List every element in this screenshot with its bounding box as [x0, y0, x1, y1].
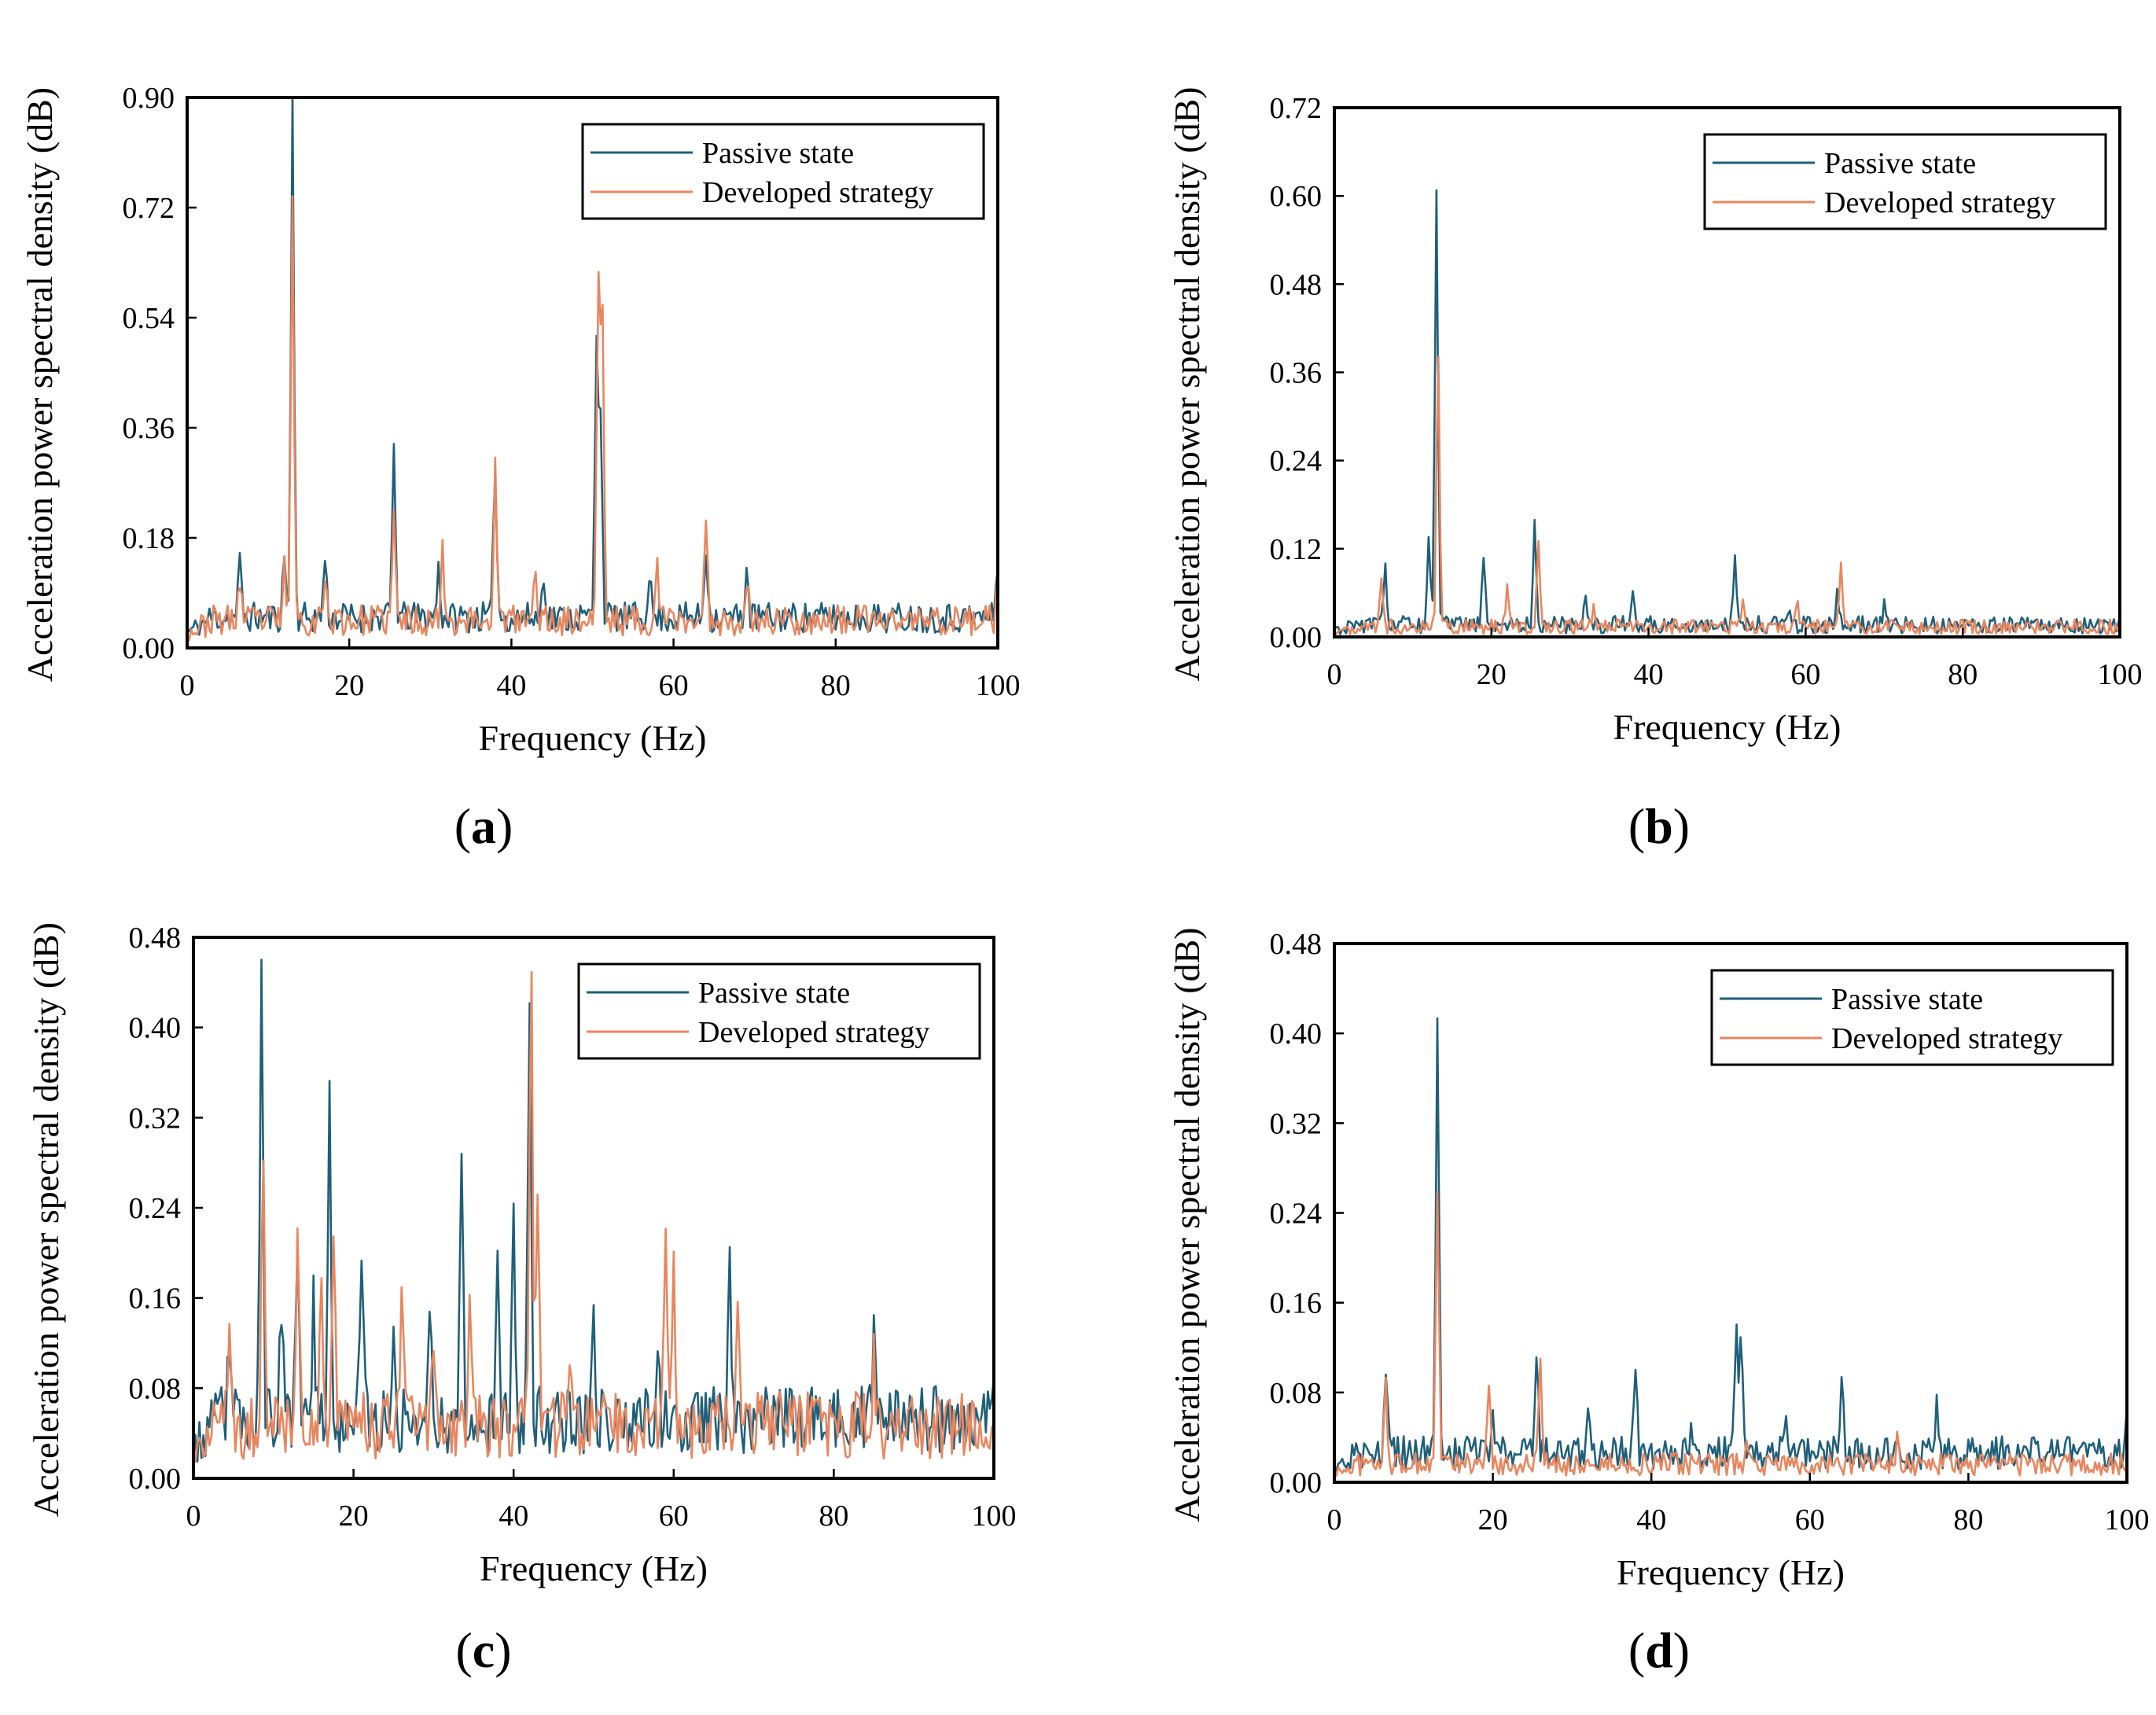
y-tick-label: 0.08: [1270, 1377, 1323, 1410]
x-tick-label: 80: [819, 1500, 848, 1533]
series-line-developed: [187, 195, 998, 642]
x-tick-label: 60: [659, 669, 689, 702]
legend-box: [1710, 969, 2114, 1066]
legend-label-passive: Passive state: [702, 137, 854, 170]
chart-panel-b: 0.00 0.12 0.24 0.36 0.48 0.60 0.72 0 20 40 60 80 100…: [1167, 86, 2143, 854]
series-line-passive: [187, 98, 998, 636]
x-axis-label: Frequency (Hz): [1613, 707, 1841, 747]
y-tick-label: 0.00: [1270, 1467, 1323, 1500]
x-tick-label: 80: [1953, 1503, 1983, 1537]
x-tick-label: 20: [1477, 658, 1507, 691]
y-tick-label: 0.32: [129, 1102, 182, 1135]
x-tick-label: 40: [1636, 1503, 1666, 1537]
series-line-passive: [1334, 1017, 2127, 1472]
chart-panel-d: 0.00 0.08 0.16 0.24 0.32 0.40 0.48 0 20 40 60 80 100…: [1167, 927, 2150, 1678]
x-axis-label: Frequency (Hz): [480, 1548, 708, 1588]
legend-box: [1703, 133, 2107, 230]
x-tick-label: 0: [180, 669, 195, 702]
x-axis-label: Frequency (Hz): [1617, 1552, 1845, 1592]
y-tick-label: 0.08: [129, 1372, 182, 1405]
y-tick-label: 0.48: [129, 922, 182, 955]
y-tick-label: 0.16: [1270, 1287, 1323, 1320]
y-tick-label: 0.18: [123, 522, 175, 555]
legend-label-developed: Developed strategy: [1831, 1022, 2062, 1055]
x-tick-label: 40: [499, 1500, 528, 1533]
legend-label-developed: Developed strategy: [698, 1016, 929, 1049]
x-tick-label: 60: [659, 1500, 689, 1533]
y-tick-label: 0.00: [1270, 621, 1323, 654]
y-tick-label: 0.90: [123, 82, 175, 115]
legend-box: [577, 962, 981, 1060]
y-tick-label: 0.72: [123, 192, 175, 225]
x-tick-label: 100: [976, 669, 1021, 702]
series-line-passive: [1334, 189, 2120, 635]
panel-label: (c): [455, 1622, 511, 1678]
series-line-developed: [1334, 355, 2120, 636]
y-tick-label: 0.40: [129, 1012, 182, 1045]
y-axis-label: Acceleration power spectral density (dB): [1167, 86, 1207, 681]
y-tick-label: 0.36: [1270, 357, 1323, 390]
legend-box: [581, 123, 985, 220]
x-tick-label: 20: [334, 669, 364, 702]
x-tick-label: 80: [821, 669, 851, 702]
x-tick-label: 40: [496, 669, 526, 702]
series-line-developed: [193, 970, 994, 1463]
x-tick-label: 0: [1327, 1503, 1342, 1537]
x-tick-label: 20: [339, 1500, 369, 1533]
y-tick-label: 0.36: [123, 412, 175, 445]
legend-label-developed: Developed strategy: [1824, 186, 2055, 219]
legend: Passive state Developed strategy: [581, 123, 985, 220]
legend-label-passive: Passive state: [698, 977, 850, 1010]
panel-label: (d): [1628, 1622, 1690, 1678]
panel-label: (a): [454, 798, 513, 854]
legend-label-developed: Developed strategy: [702, 176, 933, 209]
y-tick-label: 0.60: [1270, 180, 1323, 213]
y-tick-label: 0.72: [1270, 92, 1323, 125]
y-tick-label: 0.24: [129, 1192, 182, 1225]
legend: Passive state Developed strategy: [577, 962, 981, 1060]
x-axis-label: Frequency (Hz): [479, 718, 707, 758]
y-tick-label: 0.16: [129, 1283, 182, 1316]
x-tick-label: 0: [186, 1500, 201, 1533]
x-tick-label: 100: [972, 1500, 1017, 1533]
y-tick-label: 0.24: [1270, 1198, 1323, 1231]
panel-label: (b): [1628, 798, 1690, 854]
x-tick-label: 60: [1790, 658, 1820, 691]
x-tick-label: 60: [1795, 1503, 1825, 1537]
y-axis-label: Acceleration power spectral density (dB): [26, 922, 66, 1517]
series-line-developed: [1334, 1191, 2127, 1478]
y-tick-label: 0.24: [1270, 445, 1323, 478]
y-axis-label: Acceleration power spectral density (dB): [1167, 927, 1207, 1522]
legend: Passive state Developed strategy: [1710, 969, 2114, 1066]
x-tick-label: 100: [2098, 658, 2143, 691]
x-tick-label: 0: [1327, 658, 1342, 691]
legend-label-passive: Passive state: [1831, 983, 1983, 1016]
legend-label-passive: Passive state: [1824, 147, 1976, 180]
y-tick-label: 0.00: [123, 632, 175, 665]
chart-panel-a: 0.00 0.18 0.36 0.54 0.72 0.90 0 20 40 60 80 100 Freq…: [20, 82, 1021, 854]
y-tick-label: 0.40: [1270, 1018, 1323, 1051]
plot-frame: [186, 96, 999, 650]
x-tick-label: 100: [2105, 1503, 2150, 1537]
chart-panel-c: 0.00 0.08 0.16 0.24 0.32 0.40 0.48 0 20 40 60 80 100…: [26, 922, 1017, 1678]
x-tick-label: 20: [1478, 1503, 1508, 1537]
y-tick-label: 0.54: [123, 302, 175, 335]
x-tick-label: 80: [1948, 658, 1978, 691]
y-tick-label: 0.48: [1270, 268, 1323, 301]
x-tick-label: 40: [1634, 658, 1664, 691]
y-tick-label: 0.00: [129, 1463, 182, 1496]
y-axis-label: Acceleration power spectral density (dB): [20, 87, 60, 682]
y-tick-label: 0.12: [1270, 533, 1323, 566]
y-tick-label: 0.48: [1270, 928, 1323, 961]
y-tick-label: 0.32: [1270, 1107, 1323, 1140]
legend: Passive state Developed strategy: [1703, 133, 2107, 230]
